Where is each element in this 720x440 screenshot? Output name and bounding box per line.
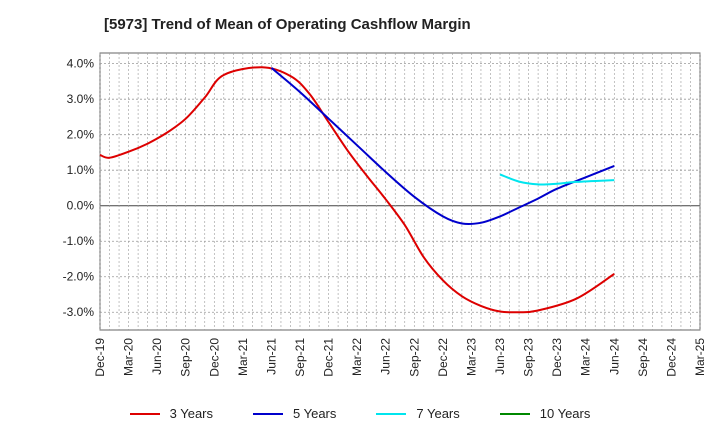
x-tick-label: Sep-20 xyxy=(179,338,193,377)
x-tick-label: Dec-22 xyxy=(436,338,450,377)
y-tick-label: -2.0% xyxy=(63,270,95,284)
series-line-3-years xyxy=(99,66,615,314)
gridlines xyxy=(99,53,701,330)
y-tick-labels: -3.0% -2.0% -1.0% 0.0% 1.0% 2.0% 3.0% 4.0% xyxy=(63,57,95,320)
x-tick-label: Jun-24 xyxy=(607,338,621,375)
chart-title: [5973] Trend of Mean of Operating Cashfl… xyxy=(104,16,471,33)
x-tick-label: Dec-20 xyxy=(207,338,221,377)
x-tick-label: Dec-23 xyxy=(550,338,564,377)
plot-area xyxy=(99,52,701,331)
y-tick-label: -3.0% xyxy=(63,305,95,319)
series-line-7-years xyxy=(499,173,615,186)
legend-label: 3 Years xyxy=(169,406,213,421)
x-tick-label: Sep-21 xyxy=(293,338,307,377)
legend-item: 5 Years xyxy=(253,406,336,421)
legend-label: 7 Years xyxy=(416,406,460,421)
legend-item: 7 Years xyxy=(376,406,460,421)
x-tick-label: Mar-20 xyxy=(122,338,136,376)
x-tick-label: Mar-24 xyxy=(579,338,593,376)
y-tick-label: 3.0% xyxy=(67,92,95,106)
y-tick-label: 1.0% xyxy=(67,163,95,177)
series-lines xyxy=(99,66,615,314)
legend-label: 10 Years xyxy=(539,406,591,421)
legend: 3 Years 5 Years 7 Years 10 Years xyxy=(0,406,720,421)
x-tick-label: Dec-24 xyxy=(664,338,678,377)
y-tick-label: 0.0% xyxy=(67,199,95,213)
legend-swatch xyxy=(129,412,160,415)
x-tick-label: Sep-23 xyxy=(522,338,536,377)
x-tick-label: Jun-22 xyxy=(379,338,393,375)
x-tick-label: Dec-19 xyxy=(93,338,107,377)
x-tick-label: Jun-21 xyxy=(264,338,278,375)
legend-label: 5 Years xyxy=(293,406,337,421)
x-tick-label: Jun-20 xyxy=(150,338,164,375)
x-tick-label: Mar-22 xyxy=(350,338,364,376)
x-tick-label: Jun-23 xyxy=(493,338,507,375)
x-tick-label: Sep-24 xyxy=(636,338,650,377)
x-tick-label: Mar-25 xyxy=(693,338,707,376)
x-tick-label: Mar-23 xyxy=(464,338,478,376)
x-tick-label: Mar-21 xyxy=(236,338,250,376)
y-tick-label: 2.0% xyxy=(67,128,95,142)
x-tick-label: Sep-22 xyxy=(407,338,421,377)
legend-swatch xyxy=(376,412,407,415)
series-line-5-years xyxy=(270,67,615,226)
x-tick-labels: Dec-19 Mar-20 Jun-20 Sep-20 Dec-20 Mar-21 Jun-… xyxy=(93,338,707,377)
legend-swatch xyxy=(499,412,530,415)
legend-swatch xyxy=(253,412,283,415)
x-tick-label: Dec-21 xyxy=(322,338,336,377)
legend-item: 10 Years xyxy=(499,406,591,421)
legend-item: 3 Years xyxy=(129,406,213,421)
y-tick-label: -1.0% xyxy=(63,234,95,248)
y-tick-label: 4.0% xyxy=(67,57,95,71)
